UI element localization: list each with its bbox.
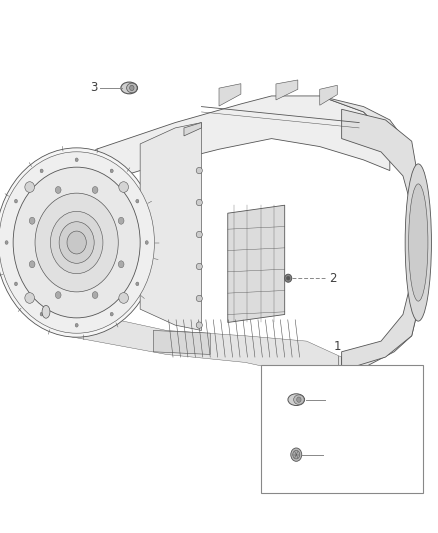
Ellipse shape [196, 167, 202, 174]
Text: 3: 3 [329, 393, 336, 406]
Ellipse shape [0, 152, 155, 333]
Ellipse shape [121, 82, 138, 94]
Polygon shape [66, 309, 342, 376]
Ellipse shape [130, 85, 134, 91]
Ellipse shape [29, 217, 35, 224]
Ellipse shape [297, 397, 301, 402]
Ellipse shape [29, 261, 35, 268]
Ellipse shape [285, 274, 292, 282]
Polygon shape [342, 109, 420, 370]
Ellipse shape [25, 293, 35, 303]
Ellipse shape [5, 241, 8, 244]
Polygon shape [320, 85, 337, 106]
Polygon shape [320, 96, 420, 376]
Ellipse shape [25, 182, 35, 192]
Polygon shape [219, 84, 241, 106]
Polygon shape [140, 123, 201, 330]
Ellipse shape [92, 187, 98, 193]
Text: 2: 2 [329, 272, 337, 285]
Ellipse shape [118, 261, 124, 268]
Ellipse shape [136, 282, 139, 286]
Ellipse shape [405, 164, 431, 321]
Polygon shape [184, 123, 201, 136]
Polygon shape [153, 330, 210, 354]
Ellipse shape [286, 276, 290, 280]
Ellipse shape [118, 217, 124, 224]
Ellipse shape [67, 231, 86, 254]
Ellipse shape [145, 241, 148, 244]
Polygon shape [276, 80, 298, 100]
Ellipse shape [196, 199, 202, 206]
Ellipse shape [0, 148, 158, 337]
Polygon shape [68, 96, 390, 213]
Ellipse shape [35, 193, 118, 292]
Text: 1: 1 [334, 341, 342, 353]
Ellipse shape [288, 394, 304, 406]
Ellipse shape [119, 182, 128, 192]
Ellipse shape [291, 448, 302, 461]
Ellipse shape [127, 83, 137, 93]
Ellipse shape [293, 395, 304, 405]
Ellipse shape [13, 167, 140, 318]
Ellipse shape [59, 222, 94, 263]
Ellipse shape [75, 158, 78, 161]
Polygon shape [228, 205, 285, 322]
Ellipse shape [55, 187, 61, 193]
Polygon shape [68, 176, 96, 320]
Ellipse shape [136, 199, 139, 203]
Ellipse shape [196, 295, 202, 302]
Ellipse shape [40, 312, 43, 316]
Ellipse shape [55, 292, 61, 298]
Ellipse shape [196, 263, 202, 270]
Ellipse shape [119, 293, 128, 303]
Ellipse shape [75, 324, 78, 327]
Ellipse shape [196, 322, 202, 328]
Ellipse shape [196, 231, 202, 238]
FancyBboxPatch shape [261, 365, 423, 493]
Ellipse shape [110, 169, 113, 173]
Ellipse shape [40, 169, 43, 173]
Ellipse shape [409, 184, 428, 301]
Ellipse shape [14, 199, 18, 203]
Ellipse shape [42, 305, 50, 318]
Ellipse shape [110, 312, 113, 316]
Polygon shape [25, 184, 68, 306]
Ellipse shape [293, 450, 300, 459]
Ellipse shape [14, 282, 18, 286]
Text: 3: 3 [90, 82, 97, 94]
Ellipse shape [92, 292, 98, 298]
Text: 2: 2 [327, 448, 335, 461]
Ellipse shape [50, 211, 103, 274]
